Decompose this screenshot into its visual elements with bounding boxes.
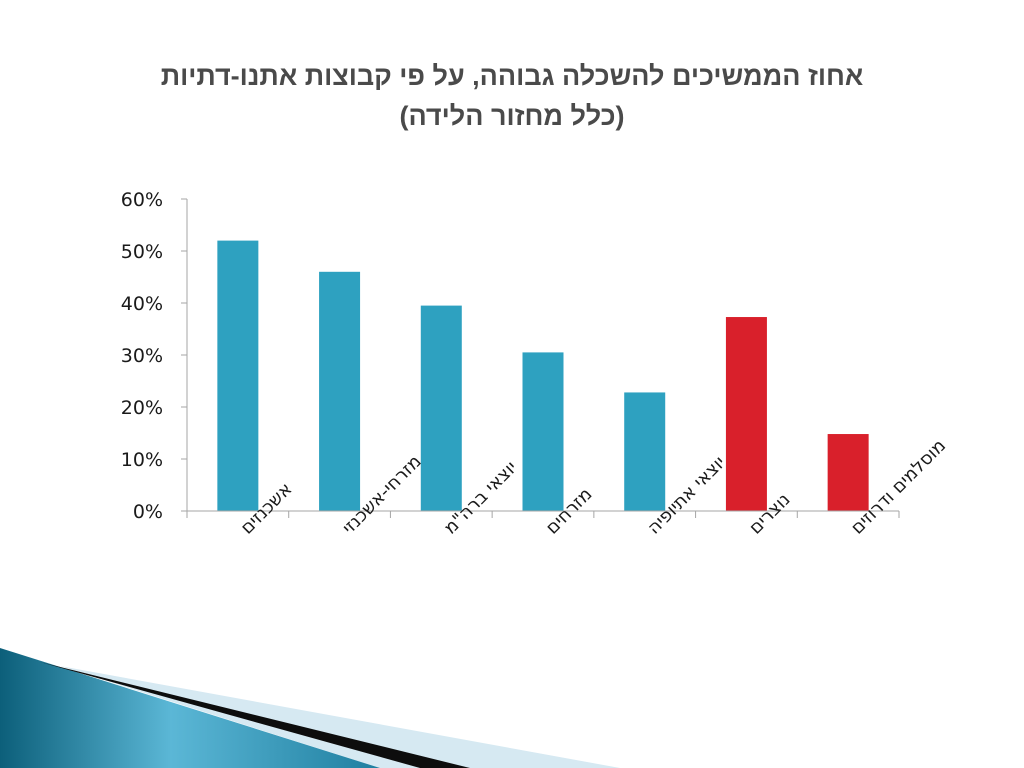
teal-swoosh — [0, 648, 380, 768]
bar — [420, 305, 462, 511]
x-axis-ticks — [186, 511, 900, 518]
bar — [522, 352, 564, 511]
y-tick-label: 30% — [121, 345, 163, 367]
chart-title: אחוז הממשיכים להשכלה גבוהה, על פי קבוצות… — [0, 56, 1024, 136]
chart-title-line-2: (כלל מחזור הלידה) — [399, 101, 625, 131]
y-tick-label: 50% — [121, 241, 163, 263]
y-axis-ticks: 0% 10% 20% 30% 40% 50% 60% — [121, 189, 187, 523]
bar — [827, 434, 869, 511]
y-tick-label: 40% — [121, 293, 163, 315]
y-tick-label: 10% — [121, 449, 163, 471]
black-swoosh — [40, 662, 470, 768]
y-tick-label: 60% — [121, 189, 163, 211]
y-tick-label: 0% — [133, 501, 163, 523]
chart-title-line-1: אחוז הממשיכים להשכלה גבוהה, על פי קבוצות… — [160, 61, 864, 91]
bar — [624, 392, 666, 511]
bars-group — [217, 240, 869, 511]
bar — [319, 271, 361, 511]
bar — [725, 317, 767, 511]
bar — [217, 240, 259, 511]
y-tick-label: 20% — [121, 397, 163, 419]
light-blue-swoosh — [60, 666, 620, 768]
